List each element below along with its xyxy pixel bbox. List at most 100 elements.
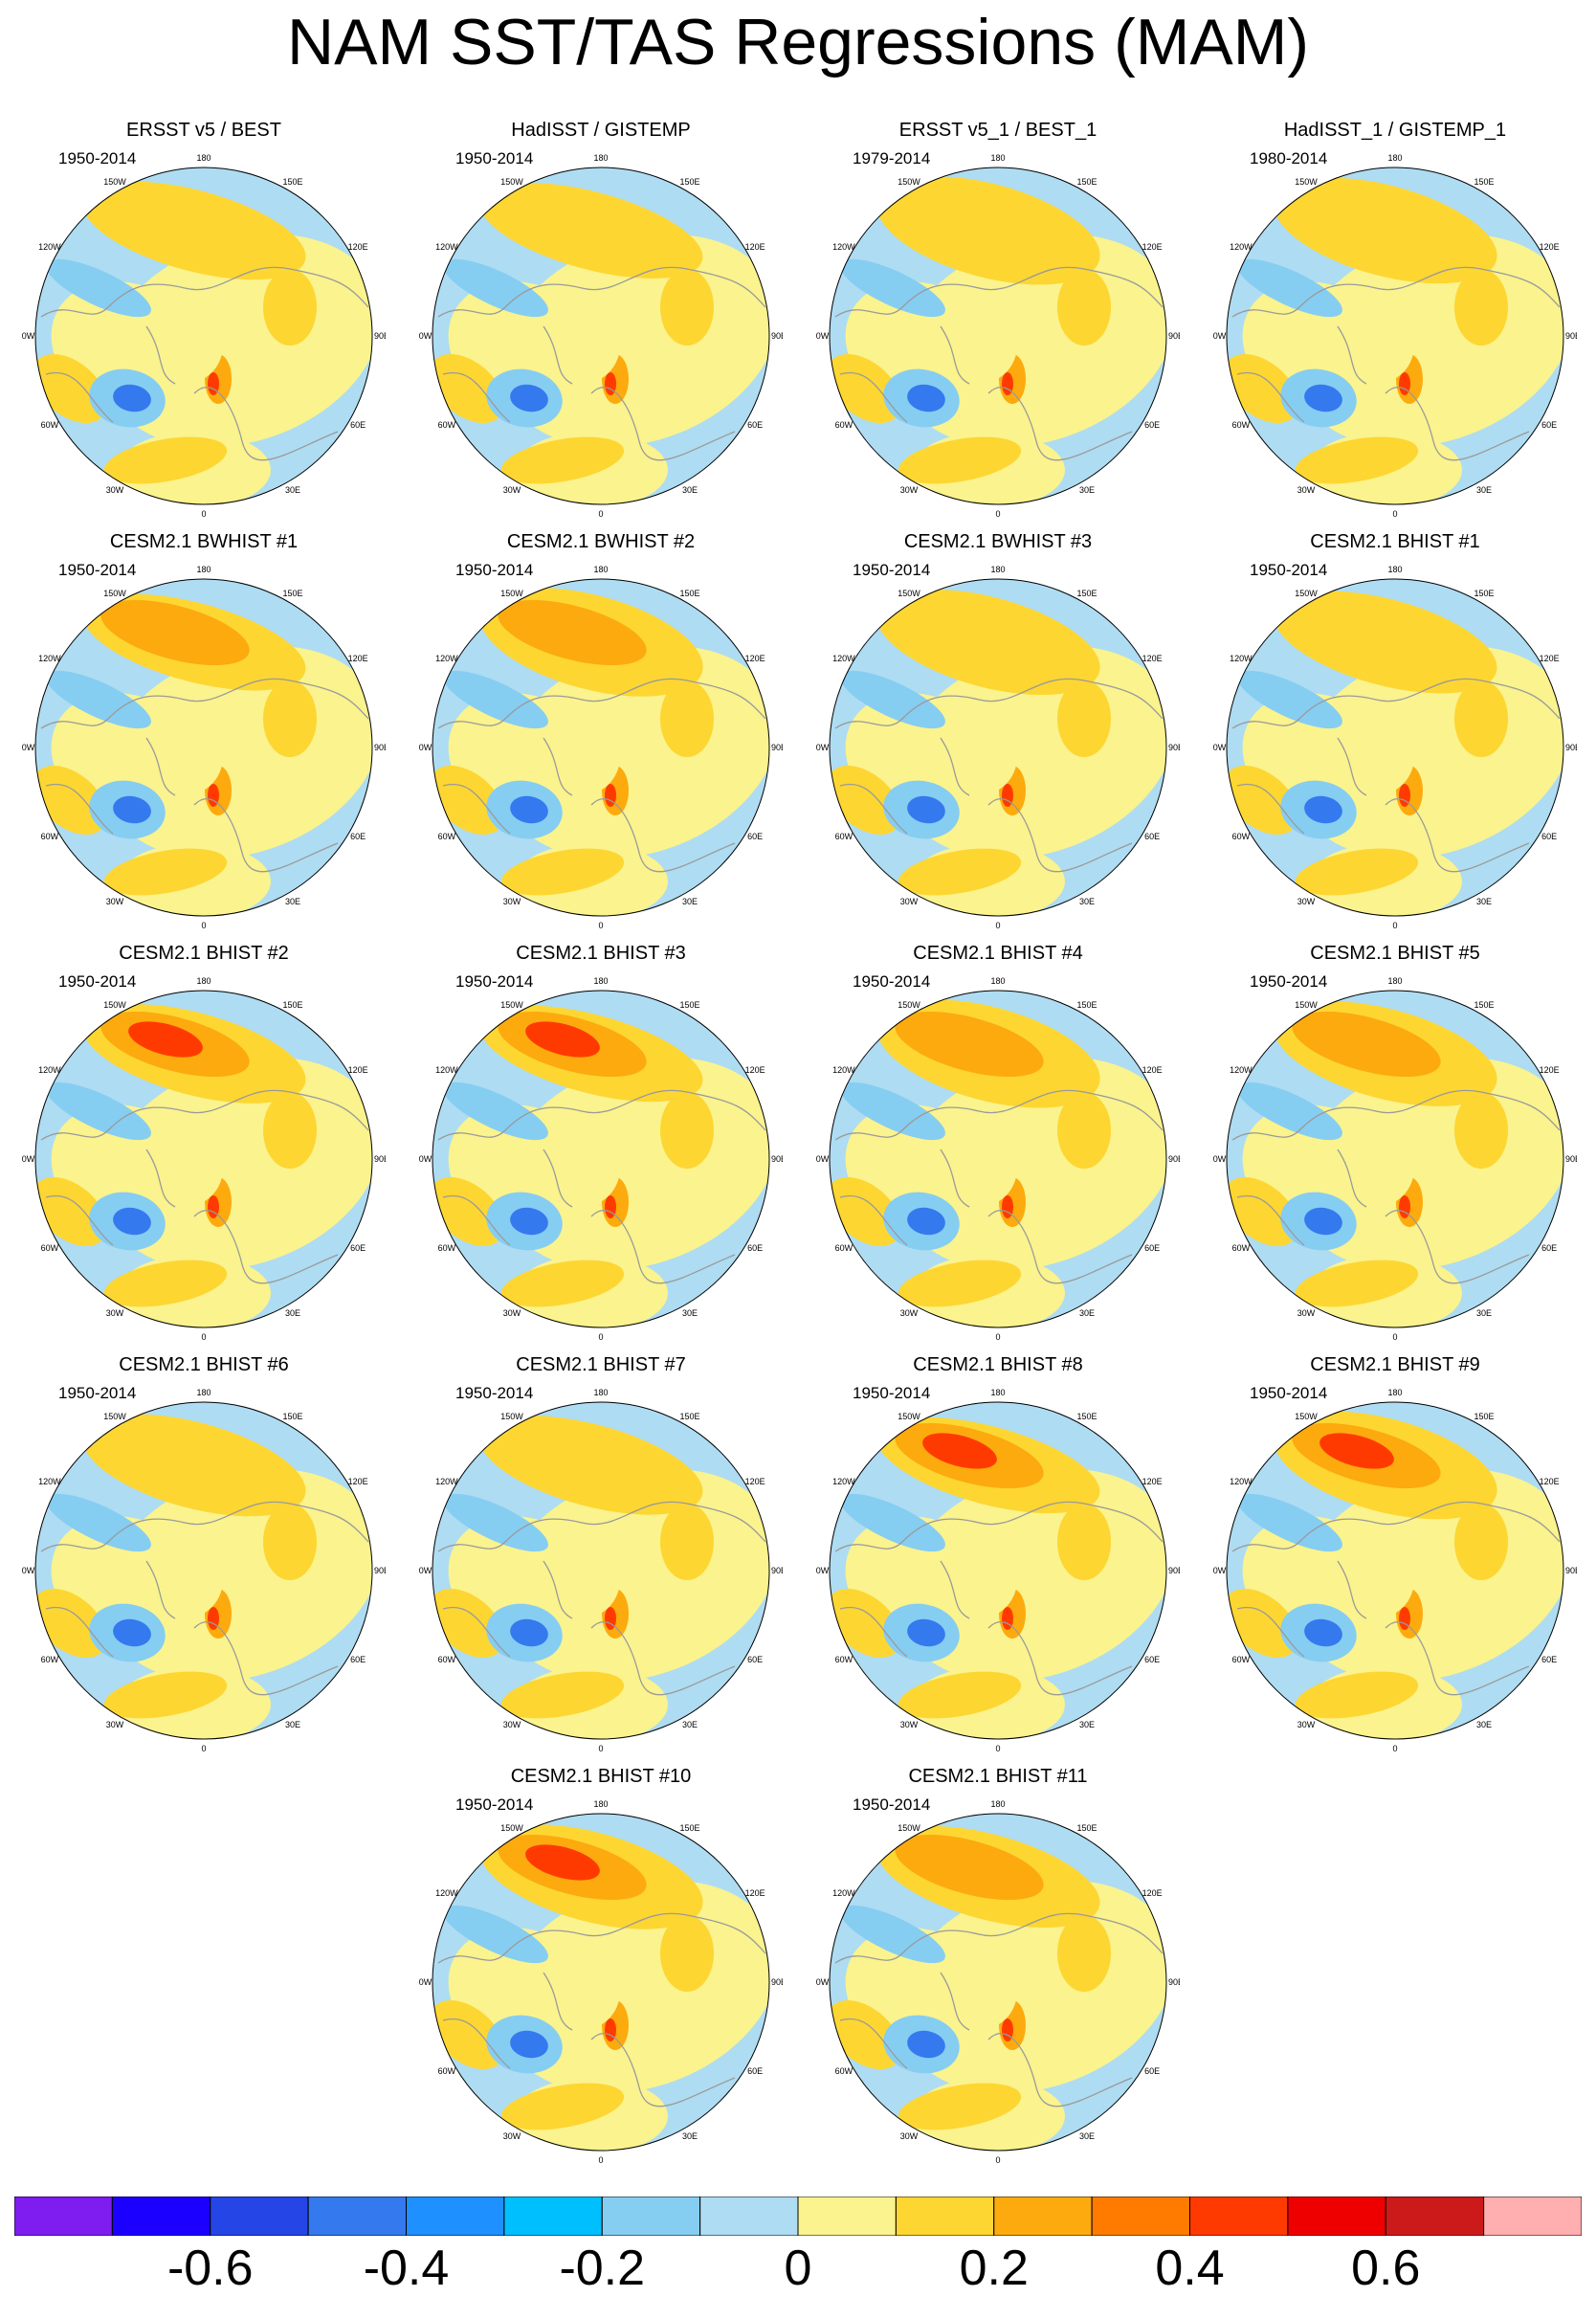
warm-anomaly-region (1292, 1011, 1441, 1078)
panel-years: 1950-2014 (853, 972, 931, 991)
longitude-label: 90W (816, 1566, 830, 1575)
panel-title: ERSST v5_1 / BEST_1 (898, 120, 1097, 141)
warm-anomaly-region (1454, 1092, 1508, 1169)
cool-anomaly-region (113, 1207, 151, 1236)
longitude-label: 30W (1297, 897, 1316, 906)
warm-anomaly-region (35, 353, 107, 424)
longitude-label: 90W (816, 1154, 830, 1164)
cool-anomaly-region (510, 384, 548, 413)
warm-anomaly-region (1227, 765, 1298, 836)
longitude-label: 120W (435, 1888, 458, 1898)
longitude-label: 90E (374, 1154, 386, 1164)
warm-anomaly-region (660, 680, 714, 757)
figure-title: NAM SST/TAS Regressions (MAM) (286, 6, 1309, 78)
longitude-label: 90W (816, 331, 830, 341)
warm-anomaly-region (1295, 436, 1419, 484)
longitude-label: 180 (990, 153, 1005, 163)
longitude-label: 150E (1076, 1000, 1097, 1010)
hot-anomaly-region (605, 1195, 616, 1218)
longitude-label: 150E (1076, 177, 1097, 187)
coastline (437, 1089, 766, 1284)
longitude-label: 90W (419, 743, 432, 752)
cool-anomaly-region (46, 1082, 151, 1141)
longitude-label: 90E (771, 743, 783, 752)
longitude-label: 120W (38, 242, 61, 252)
longitude-label: 60E (1541, 420, 1557, 430)
longitude-label: 150E (679, 589, 699, 598)
longitude-label: 150W (500, 1412, 523, 1421)
map-panel: 180 150E 120E 90E 60E 30E 0 30W 60W 90W 120W 150W Ha… (419, 119, 783, 530)
longitude-label: 120W (38, 654, 61, 663)
panel-title: CESM2.1 BWHIST #3 (903, 531, 1093, 552)
longitude-label: 150W (500, 177, 523, 187)
longitude-label: 0 (201, 1332, 206, 1342)
colorbar-swatch (1189, 2196, 1289, 2237)
longitude-label: 90E (374, 331, 386, 341)
warm-anomaly-region (263, 1092, 317, 1169)
longitude-label: 120W (832, 242, 855, 252)
longitude-label: 60E (1541, 1243, 1557, 1253)
longitude-label: 0 (598, 2155, 603, 2165)
map-boundary (829, 990, 1167, 1328)
coastline (437, 1501, 766, 1696)
longitude-label: 0 (995, 509, 1000, 519)
longitude-label: 150E (282, 589, 302, 598)
coastline (834, 1912, 1164, 2107)
warm-anomaly-region (479, 1416, 703, 1515)
colorbar-swatch (797, 2196, 897, 2237)
longitude-label: 120W (1230, 1477, 1252, 1486)
colorbar-swatch (503, 2196, 603, 2237)
longitude-label: 30W (1297, 1308, 1316, 1318)
longitude-label: 150W (898, 1823, 920, 1833)
longitude-label: 150E (1076, 589, 1097, 598)
warm-anomaly-region (263, 269, 317, 346)
panel-years: 1950-2014 (455, 1384, 534, 1402)
colorbar-label: 0.4 (1155, 2241, 1225, 2296)
longitude-label: 120E (745, 242, 765, 252)
map-panel: 180 150E 120E 90E 60E 30E 0 30W 60W 90W 120W 150W CE… (816, 942, 1180, 1353)
panel-title: CESM2.1 BWHIST #1 (109, 531, 299, 552)
map-panel: 180 150E 120E 90E 60E 30E 0 30W 60W 90W 120W 150W CE… (419, 530, 783, 942)
warm-anomaly-region (1454, 680, 1508, 757)
longitude-label: 90W (22, 1566, 35, 1575)
longitude-label: 60E (350, 832, 366, 841)
longitude-label: 0 (1392, 1744, 1397, 1753)
colorbar-labels: -0.6 -0.4 -0.2 0 0.2 0.4 0.6 (14, 2240, 1582, 2297)
longitude-label: 60E (747, 1655, 763, 1664)
longitude-label: 90E (1565, 743, 1577, 752)
hot-anomaly-region (208, 784, 219, 807)
panel-years: 1950-2014 (58, 1384, 137, 1402)
longitude-label: 150E (282, 1000, 302, 1010)
warm-anomaly-region (1295, 848, 1419, 896)
panel-years: 1950-2014 (58, 561, 137, 579)
longitude-label: 120W (435, 1477, 458, 1486)
longitude-label: 90E (1565, 1154, 1577, 1164)
warm-anomaly-region (898, 1671, 1022, 1719)
longitude-label: 60E (1144, 1655, 1160, 1664)
map-panel: 180 150E 120E 90E 60E 30E 0 30W 60W 90W 120W 150W CE… (1213, 530, 1577, 942)
longitude-label: 120E (1540, 1065, 1560, 1075)
longitude-label: 60E (747, 420, 763, 430)
longitude-label: 150E (1076, 1412, 1097, 1421)
longitude-label: 90W (22, 331, 35, 341)
longitude-label: 90E (1168, 331, 1180, 341)
longitude-label: 120W (832, 1065, 855, 1075)
colorbar-swatch (601, 2196, 701, 2237)
longitude-label: 180 (196, 976, 211, 986)
longitude-label: 180 (990, 1799, 1005, 1809)
longitude-label: 150E (679, 1000, 699, 1010)
hot-anomaly-region (605, 2018, 616, 2041)
colorbar-swatch (1385, 2196, 1485, 2237)
warm-anomaly-region (1295, 1671, 1419, 1719)
longitude-label: 120E (348, 1065, 368, 1075)
longitude-label: 0 (598, 921, 603, 930)
longitude-label: 30E (285, 485, 300, 495)
cool-anomaly-region (443, 1082, 548, 1141)
map-boundary (1226, 990, 1564, 1328)
warm-anomaly-region (830, 1588, 901, 1659)
longitude-label: 0 (1392, 509, 1397, 519)
map-boundary (34, 167, 373, 505)
cool-anomaly-region (840, 670, 945, 729)
warm-anomaly-region (500, 436, 625, 484)
longitude-label: 60W (41, 1655, 59, 1664)
